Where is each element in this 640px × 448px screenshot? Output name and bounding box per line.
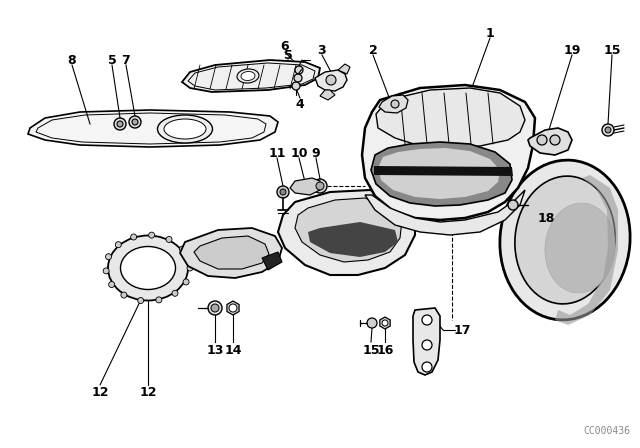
Ellipse shape xyxy=(164,119,206,139)
Circle shape xyxy=(148,232,155,238)
Circle shape xyxy=(295,66,303,74)
Text: 1: 1 xyxy=(486,26,494,39)
Text: 11: 11 xyxy=(268,146,285,159)
Polygon shape xyxy=(308,222,398,257)
Circle shape xyxy=(117,121,123,127)
Ellipse shape xyxy=(515,176,615,304)
Text: 5: 5 xyxy=(108,53,116,66)
Text: 19: 19 xyxy=(563,43,580,56)
Circle shape xyxy=(183,279,189,285)
Circle shape xyxy=(277,186,289,198)
Circle shape xyxy=(605,127,611,133)
Text: 2: 2 xyxy=(369,43,378,56)
Circle shape xyxy=(208,301,222,315)
Text: 16: 16 xyxy=(376,344,394,357)
Text: 6: 6 xyxy=(281,39,289,52)
Polygon shape xyxy=(379,95,408,113)
Circle shape xyxy=(106,254,111,260)
Circle shape xyxy=(166,237,172,242)
Circle shape xyxy=(422,340,432,350)
Polygon shape xyxy=(555,175,618,325)
Polygon shape xyxy=(371,142,512,206)
Ellipse shape xyxy=(545,203,615,293)
Circle shape xyxy=(109,281,115,288)
Text: 15: 15 xyxy=(604,43,621,56)
Circle shape xyxy=(132,119,138,125)
Circle shape xyxy=(114,118,126,130)
Circle shape xyxy=(422,315,432,325)
Circle shape xyxy=(211,304,219,312)
Circle shape xyxy=(103,268,109,274)
Circle shape xyxy=(422,362,432,372)
Ellipse shape xyxy=(237,69,259,83)
Circle shape xyxy=(156,297,162,303)
Polygon shape xyxy=(378,148,500,199)
Polygon shape xyxy=(528,128,572,155)
Polygon shape xyxy=(227,301,239,315)
Polygon shape xyxy=(180,228,282,278)
Ellipse shape xyxy=(500,160,630,320)
Polygon shape xyxy=(362,85,535,220)
Circle shape xyxy=(186,259,193,265)
Circle shape xyxy=(508,200,518,210)
Polygon shape xyxy=(338,64,350,74)
Circle shape xyxy=(537,135,547,145)
Text: 5: 5 xyxy=(284,48,292,61)
Polygon shape xyxy=(194,236,269,269)
Circle shape xyxy=(316,182,324,190)
Ellipse shape xyxy=(157,115,212,143)
Polygon shape xyxy=(365,190,525,235)
Text: 17: 17 xyxy=(453,323,471,336)
Circle shape xyxy=(602,124,614,136)
Circle shape xyxy=(313,179,327,193)
Circle shape xyxy=(294,74,302,82)
Text: 10: 10 xyxy=(291,146,308,159)
Polygon shape xyxy=(182,60,320,92)
Text: 18: 18 xyxy=(538,211,555,224)
Circle shape xyxy=(131,234,136,240)
Polygon shape xyxy=(413,308,440,375)
Circle shape xyxy=(280,189,286,195)
Polygon shape xyxy=(295,198,402,262)
Circle shape xyxy=(326,75,336,85)
Text: 12: 12 xyxy=(140,385,157,399)
Text: 4: 4 xyxy=(296,98,305,111)
Ellipse shape xyxy=(120,246,175,289)
Ellipse shape xyxy=(241,72,255,81)
Text: 15: 15 xyxy=(362,344,380,357)
Circle shape xyxy=(179,246,186,252)
Text: 13: 13 xyxy=(206,344,224,357)
Text: 14: 14 xyxy=(224,344,242,357)
Circle shape xyxy=(172,290,178,296)
Polygon shape xyxy=(380,317,390,329)
Circle shape xyxy=(121,292,127,298)
Circle shape xyxy=(550,135,560,145)
Polygon shape xyxy=(278,190,415,275)
Polygon shape xyxy=(262,252,282,270)
Polygon shape xyxy=(320,90,335,100)
Circle shape xyxy=(115,241,122,248)
Text: 9: 9 xyxy=(312,146,320,159)
Text: 7: 7 xyxy=(122,53,131,66)
Polygon shape xyxy=(315,70,347,91)
Polygon shape xyxy=(376,88,525,148)
Text: 8: 8 xyxy=(68,53,76,66)
Text: 12: 12 xyxy=(92,385,109,399)
Text: 3: 3 xyxy=(317,43,326,56)
Circle shape xyxy=(187,265,193,271)
Circle shape xyxy=(138,297,144,303)
Circle shape xyxy=(367,318,377,328)
Circle shape xyxy=(382,320,388,326)
Ellipse shape xyxy=(108,236,188,301)
Text: CC000436: CC000436 xyxy=(583,426,630,436)
Polygon shape xyxy=(28,110,278,147)
Circle shape xyxy=(129,116,141,128)
Polygon shape xyxy=(374,166,513,176)
Circle shape xyxy=(391,100,399,108)
Circle shape xyxy=(229,304,237,312)
Circle shape xyxy=(292,82,300,90)
Polygon shape xyxy=(290,178,320,195)
